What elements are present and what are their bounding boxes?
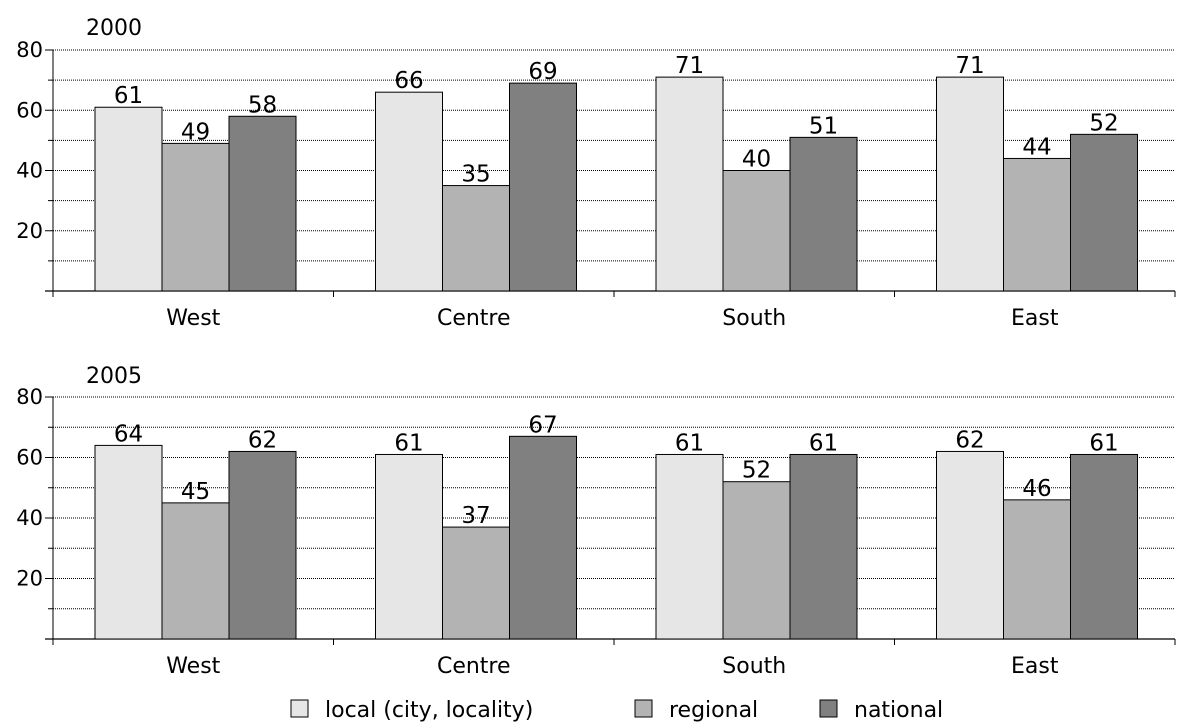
y-tick-label: 40 <box>16 159 43 183</box>
category-label-centre: Centre <box>437 654 511 679</box>
legend-label-local-city-locality: local (city, locality) <box>325 698 533 723</box>
panel-title: 2005 <box>86 364 142 389</box>
data-label: 51 <box>809 113 838 139</box>
data-label: 61 <box>114 83 143 109</box>
bar-west-regional <box>161 142 230 292</box>
legend-label-regional: regional <box>669 698 758 723</box>
legend-swatch-national <box>819 699 838 718</box>
category-label-west: West <box>166 306 220 331</box>
data-label: 61 <box>1089 430 1118 456</box>
panel-2000: 2000 20 40 60 80 61 49 58 West 66 35 69 Centre 71 40 51… <box>16 16 1176 331</box>
category-label-east: East <box>1011 654 1059 679</box>
y-tick-label: 20 <box>16 219 43 243</box>
legend-swatch-regional <box>634 699 653 718</box>
category-label-south: South <box>722 654 786 679</box>
bar-west-local-city-locality <box>94 444 163 640</box>
data-label: 61 <box>675 430 704 456</box>
data-label: 52 <box>1089 110 1118 136</box>
bar-south-national <box>789 136 858 292</box>
category-label-south: South <box>722 306 786 331</box>
data-label: 52 <box>742 458 771 484</box>
data-label: 61 <box>809 430 838 456</box>
y-tick-label: 20 <box>16 567 43 591</box>
data-label: 69 <box>528 59 557 85</box>
bar-west-regional <box>161 502 230 640</box>
data-label: 66 <box>394 68 423 94</box>
category-label-east: East <box>1011 306 1059 331</box>
panel-2005: 2005 20 40 60 80 64 45 62 West 61 37 67 Centre 61 52 61… <box>16 364 1176 679</box>
data-label: 64 <box>114 421 143 447</box>
data-label: 62 <box>955 427 984 453</box>
data-label: 46 <box>1022 476 1051 502</box>
y-tick-label: 80 <box>16 38 43 62</box>
data-label: 49 <box>181 119 210 145</box>
legend-label-national: national <box>854 698 943 723</box>
data-label: 45 <box>181 479 210 505</box>
bar-east-regional <box>1003 157 1071 292</box>
bar-centre-regional <box>442 526 510 640</box>
data-label: 58 <box>248 92 277 118</box>
y-tick-label: 60 <box>16 98 43 122</box>
bar-west-national <box>228 450 297 640</box>
data-label: 71 <box>675 53 704 79</box>
bar-centre-regional <box>442 185 510 292</box>
legend: local (city, locality) regional national <box>290 698 943 723</box>
bar-west-local-city-locality <box>94 106 163 292</box>
data-label: 37 <box>461 503 490 529</box>
data-label: 40 <box>742 147 771 173</box>
y-tick-label: 60 <box>16 446 43 470</box>
data-label: 71 <box>955 53 984 79</box>
y-tick-label: 80 <box>16 385 43 409</box>
bar-south-local-city-locality <box>655 76 724 292</box>
bar-centre-local-city-locality <box>375 91 443 292</box>
bar-east-national <box>1070 453 1138 640</box>
data-label: 62 <box>248 427 277 453</box>
bar-east-regional <box>1003 499 1071 640</box>
bar-centre-local-city-locality <box>375 453 443 640</box>
data-label: 61 <box>394 430 423 456</box>
bar-south-regional <box>722 481 791 640</box>
bar-south-national <box>789 453 858 640</box>
data-label: 44 <box>1022 134 1051 160</box>
legend-swatch-local-city-locality <box>290 699 309 718</box>
bar-south-local-city-locality <box>655 453 724 640</box>
category-label-west: West <box>166 654 220 679</box>
data-label: 35 <box>461 162 490 188</box>
category-label-centre: Centre <box>437 306 511 331</box>
panel-title: 2000 <box>86 16 142 41</box>
y-tick-label: 40 <box>16 506 43 530</box>
data-label: 67 <box>528 412 557 438</box>
bar-east-local-city-locality <box>936 76 1004 292</box>
bar-centre-national <box>509 435 577 640</box>
bar-south-regional <box>722 170 791 292</box>
bar-west-national <box>228 115 297 292</box>
bar-centre-national <box>509 82 577 292</box>
bar-east-national <box>1070 133 1138 292</box>
bar-east-local-city-locality <box>936 450 1004 640</box>
